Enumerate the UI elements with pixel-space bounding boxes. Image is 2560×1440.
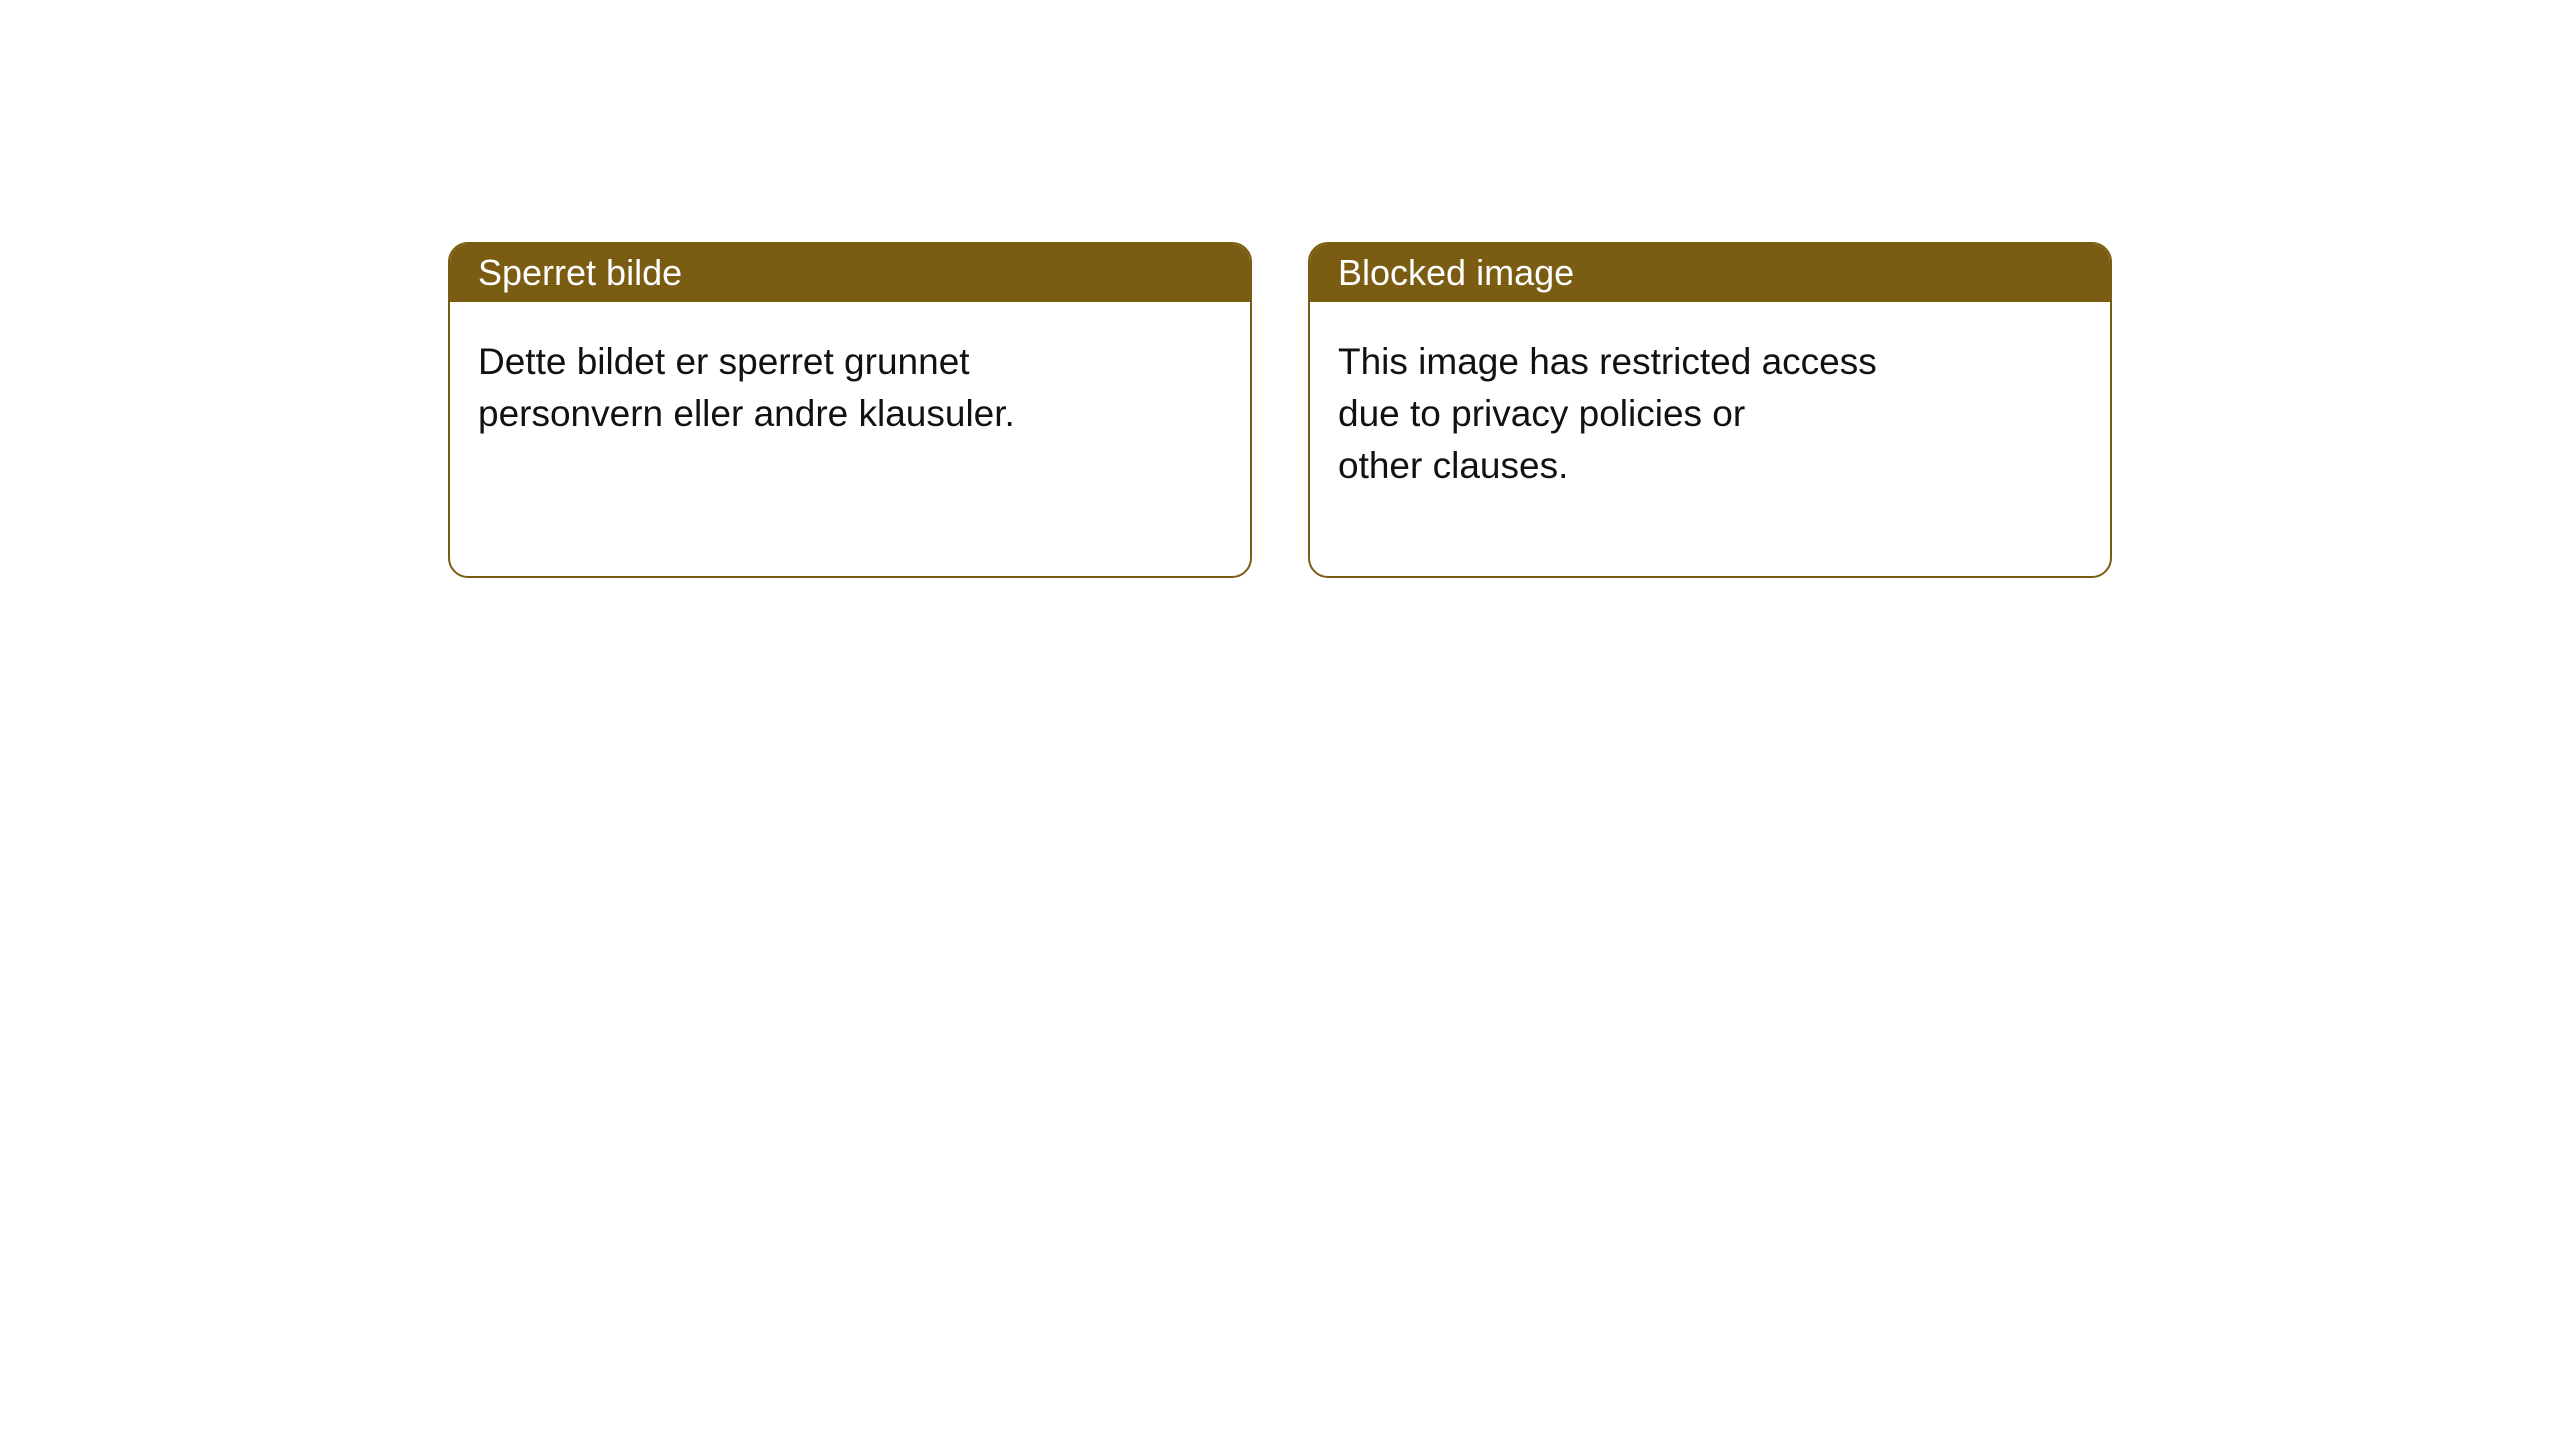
- notice-card-en: Blocked image This image has restricted …: [1308, 242, 2112, 578]
- notice-cards-row: Sperret bilde Dette bildet er sperret gr…: [448, 242, 2112, 578]
- page-stage: Sperret bilde Dette bildet er sperret gr…: [0, 0, 2560, 1440]
- notice-card-no: Sperret bilde Dette bildet er sperret gr…: [448, 242, 1252, 578]
- notice-card-header-en: Blocked image: [1310, 244, 2110, 302]
- notice-card-title-no: Sperret bilde: [478, 252, 682, 294]
- notice-card-body-no: Dette bildet er sperret grunnet personve…: [450, 302, 1250, 468]
- notice-card-header-no: Sperret bilde: [450, 244, 1250, 302]
- notice-card-body-text-no: Dette bildet er sperret grunnet personve…: [478, 341, 1015, 434]
- notice-card-body-en: This image has restricted access due to …: [1310, 302, 2110, 519]
- notice-card-body-text-en: This image has restricted access due to …: [1338, 341, 1877, 486]
- notice-card-title-en: Blocked image: [1338, 252, 1574, 294]
